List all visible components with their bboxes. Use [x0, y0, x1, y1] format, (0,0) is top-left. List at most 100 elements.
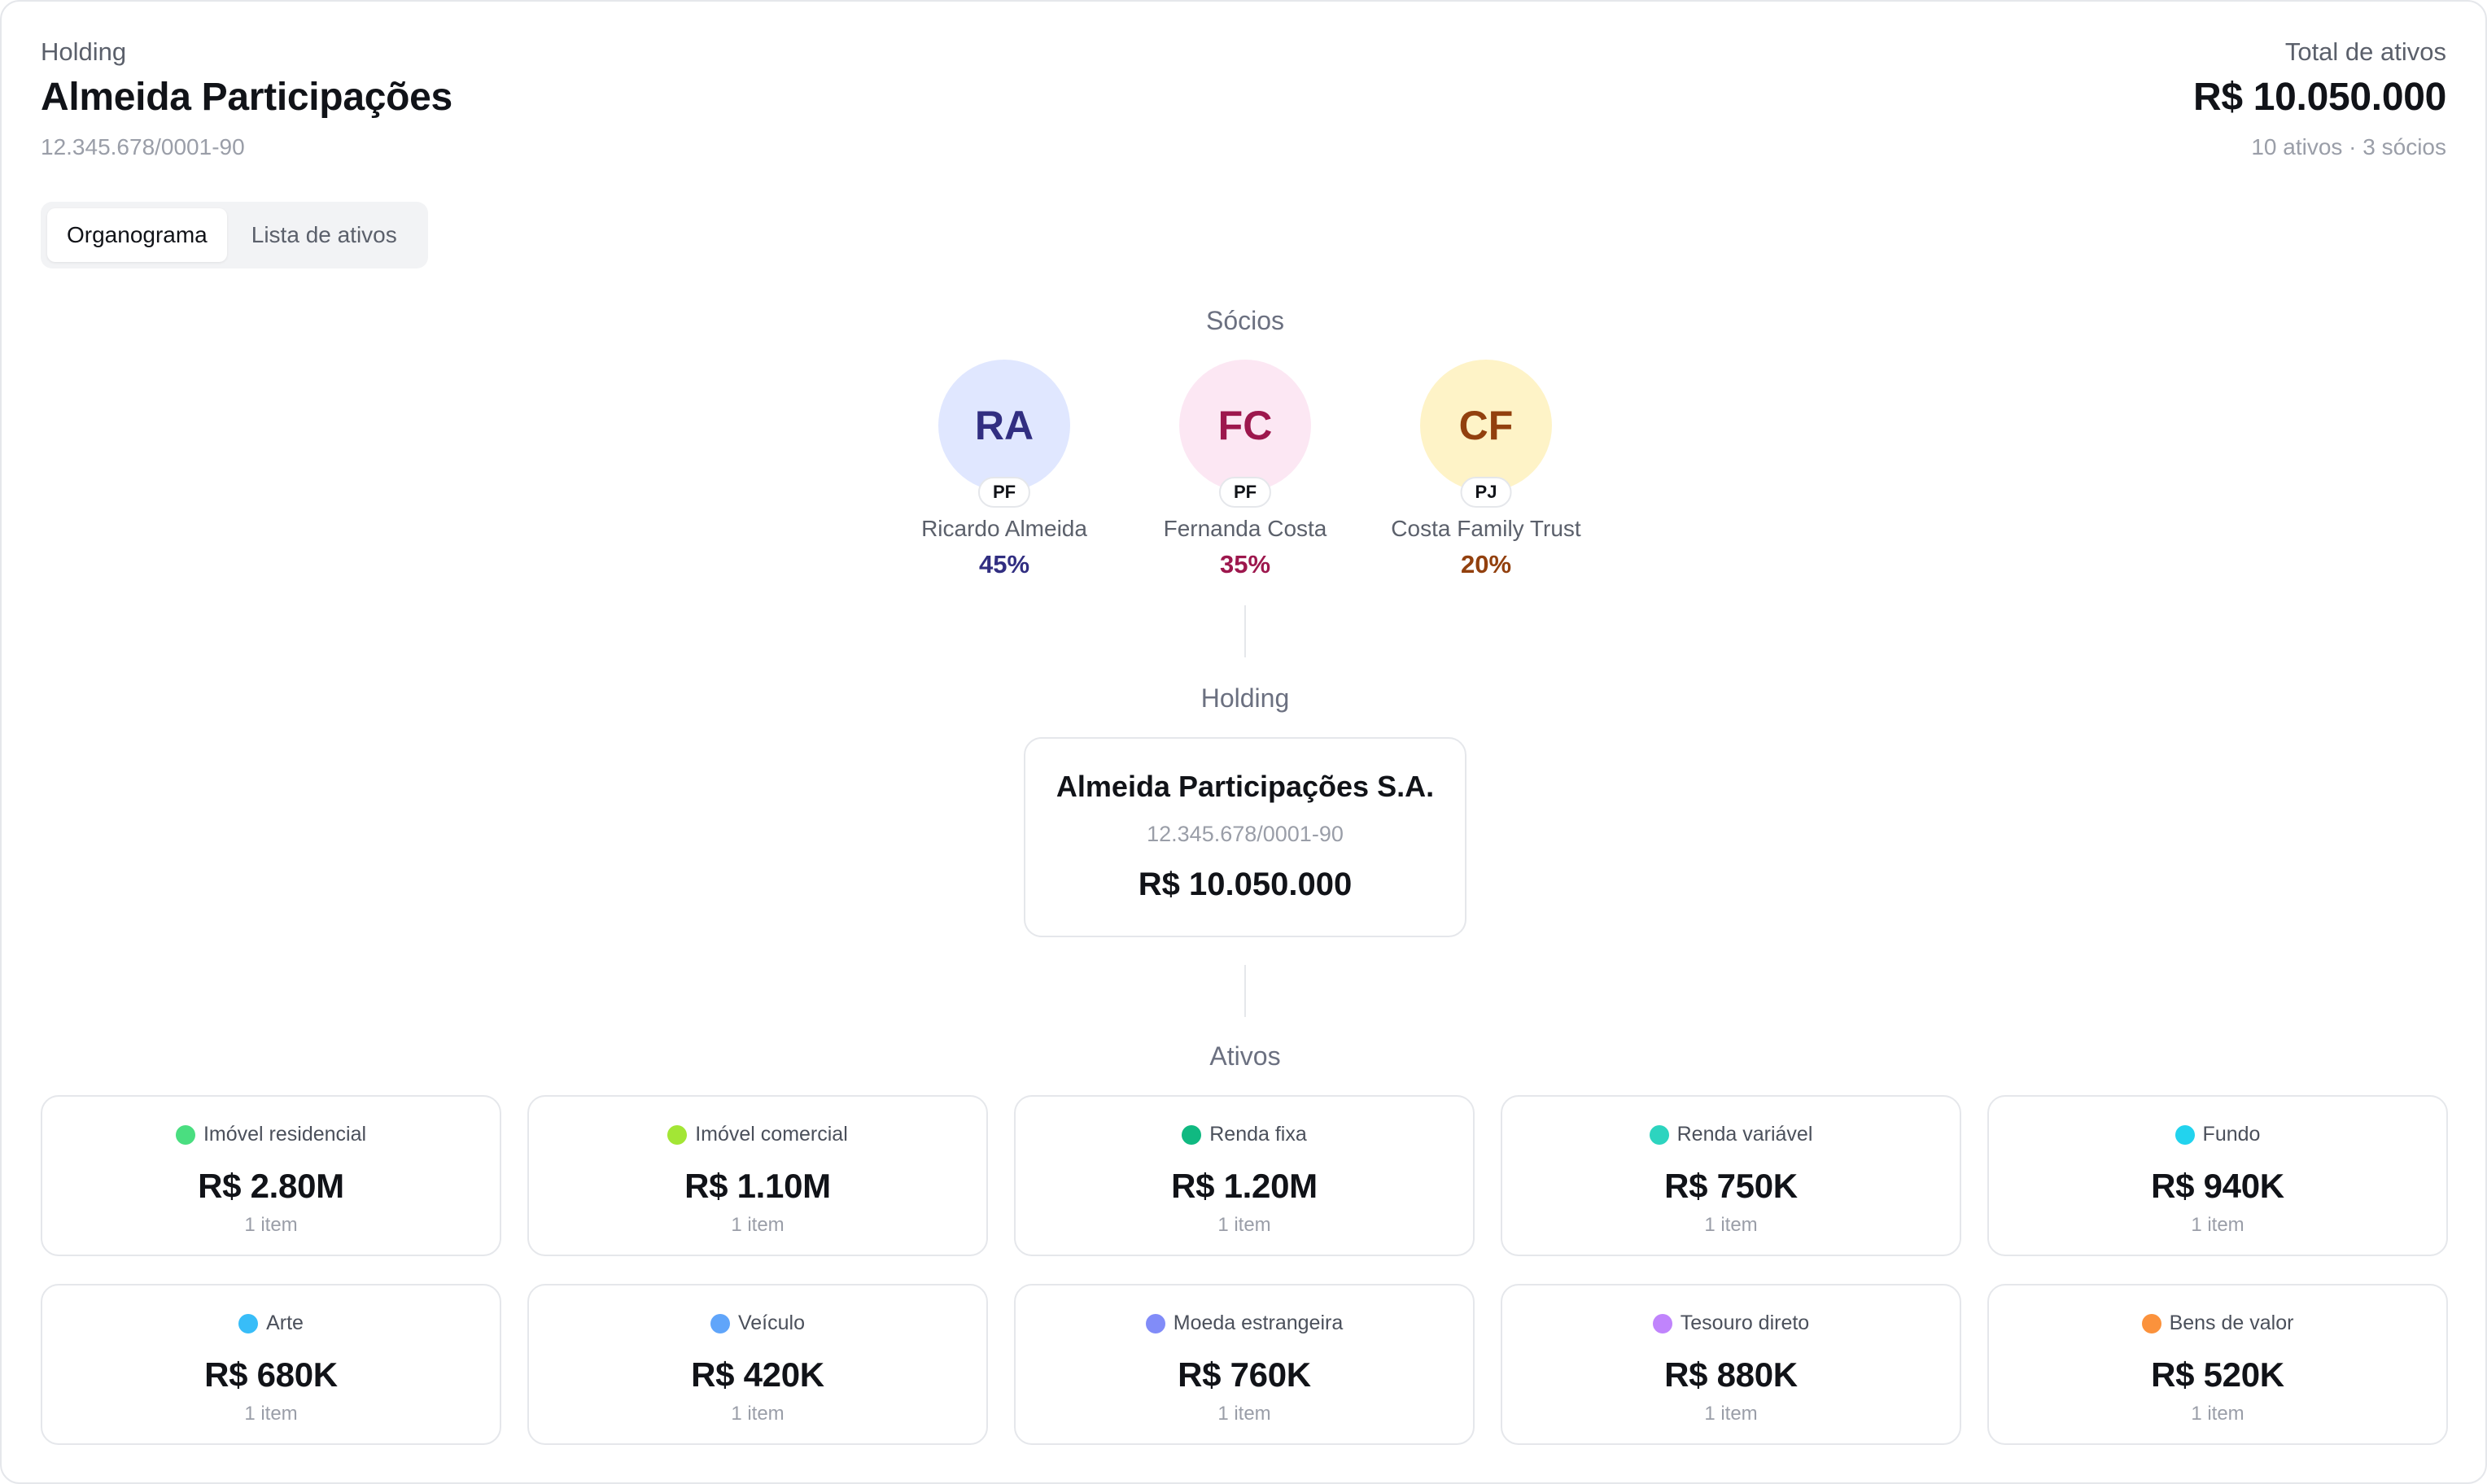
total-assets-summary: Total de ativos R$ 10.050.000 10 ativos …	[2193, 37, 2446, 160]
partner-type-badge: PF	[1218, 477, 1272, 508]
asset-category-label: Fundo	[2202, 1123, 2261, 1146]
assets-section-label: Ativos	[1209, 1041, 1281, 1071]
partner-type-badge: PF	[977, 477, 1031, 508]
asset-category: Fundo	[2174, 1123, 2261, 1146]
asset-category: Veículo	[710, 1312, 805, 1335]
asset-count: 1 item	[731, 1213, 785, 1236]
partner-costa-family-trust[interactable]: CF PJ Costa Family Trust 20%	[1364, 360, 1608, 579]
asset-count: 1 item	[731, 1402, 785, 1425]
asset-value: R$ 760K	[1178, 1355, 1311, 1394]
avatar: FC PF	[1179, 360, 1311, 508]
connector-line	[1244, 605, 1246, 657]
asset-count: 1 item	[244, 1402, 298, 1425]
asset-card[interactable]: Moeda estrangeira R$ 760K 1 item	[1014, 1284, 1475, 1445]
category-dot-icon	[1182, 1124, 1202, 1145]
partner-name: Costa Family Trust	[1391, 516, 1581, 541]
avatar-initials: RA	[974, 403, 1034, 448]
avatar: CF PJ	[1420, 360, 1552, 508]
partner-type-badge: PJ	[1460, 477, 1512, 508]
holding-document: 12.345.678/0001-90	[1147, 822, 1344, 846]
holding-value: R$ 10.050.000	[1138, 866, 1353, 902]
asset-value: R$ 1.20M	[1171, 1166, 1318, 1205]
asset-category-label: Arte	[266, 1312, 304, 1334]
category-dot-icon	[2174, 1124, 2195, 1145]
asset-category-label: Imóvel residencial	[203, 1123, 367, 1146]
category-dot-icon	[1649, 1124, 1669, 1145]
asset-count: 1 item	[244, 1213, 298, 1236]
category-dot-icon	[710, 1313, 730, 1333]
asset-count: 1 item	[1704, 1402, 1758, 1425]
partner-fernanda-costa[interactable]: FC PF Fernanda Costa 35%	[1123, 360, 1367, 579]
holding-card[interactable]: Almeida Participações S.A. 12.345.678/00…	[1024, 737, 1466, 937]
partner-share: 20%	[1460, 550, 1512, 578]
page-title: Almeida Participações	[41, 76, 452, 119]
asset-category: Imóvel residencial	[175, 1123, 367, 1146]
header-document: 12.345.678/0001-90	[41, 134, 245, 159]
asset-category: Arte	[238, 1312, 304, 1335]
partner-share: 45%	[978, 550, 1030, 578]
asset-count: 1 item	[1217, 1402, 1271, 1425]
asset-card[interactable]: Imóvel comercial R$ 1.10M 1 item	[527, 1095, 988, 1256]
asset-card[interactable]: Tesouro direto R$ 880K 1 item	[1501, 1284, 1961, 1445]
asset-category: Moeda estrangeira	[1145, 1312, 1344, 1335]
asset-category: Imóvel comercial	[667, 1123, 848, 1146]
asset-card[interactable]: Renda variável R$ 750K 1 item	[1501, 1095, 1961, 1256]
tab-lista-de-ativos[interactable]: Lista de ativos	[251, 222, 397, 247]
avatar-initials: FC	[1217, 403, 1273, 448]
asset-value: R$ 680K	[204, 1355, 338, 1394]
category-dot-icon	[238, 1313, 259, 1333]
asset-category: Renda variável	[1649, 1123, 1813, 1146]
category-dot-icon	[175, 1124, 195, 1145]
category-dot-icon	[1652, 1313, 1672, 1333]
asset-card[interactable]: Renda fixa R$ 1.20M 1 item	[1014, 1095, 1475, 1256]
asset-category-label: Imóvel comercial	[695, 1123, 848, 1146]
asset-card[interactable]: Bens de valor R$ 520K 1 item	[1987, 1284, 2448, 1445]
assets-partners-count: 10 ativos · 3 sócios	[2251, 134, 2446, 159]
asset-category-label: Renda fixa	[1209, 1123, 1307, 1146]
asset-card[interactable]: Veículo R$ 420K 1 item	[527, 1284, 988, 1445]
avatar: RA PF	[938, 360, 1070, 508]
category-dot-icon	[1145, 1313, 1165, 1333]
holding-name: Almeida Participações S.A.	[1056, 770, 1435, 803]
asset-value: R$ 750K	[1664, 1166, 1798, 1205]
asset-count: 1 item	[1704, 1213, 1758, 1236]
asset-category-label: Bens de valor	[2169, 1312, 2294, 1334]
asset-value: R$ 2.80M	[198, 1166, 344, 1205]
connector-line	[1244, 965, 1246, 1017]
partner-ricardo-almeida[interactable]: RA PF Ricardo Almeida 45%	[882, 360, 1126, 579]
asset-grid: Imóvel residencial R$ 2.80M 1 item Imóve…	[41, 1095, 2450, 1445]
asset-category-label: Renda variável	[1676, 1123, 1813, 1146]
asset-card[interactable]: Imóvel residencial R$ 2.80M 1 item	[41, 1095, 501, 1256]
view-tabs: Organograma Lista de ativos	[41, 202, 428, 268]
asset-category-label: Veículo	[737, 1312, 805, 1334]
tab-organograma[interactable]: Organograma	[47, 208, 227, 262]
asset-count: 1 item	[2191, 1402, 2244, 1425]
partner-name: Fernanda Costa	[1163, 516, 1327, 541]
total-assets-value: R$ 10.050.000	[2192, 76, 2446, 119]
asset-category-label: Tesouro direto	[1680, 1312, 1810, 1334]
asset-count: 1 item	[1217, 1213, 1271, 1236]
avatar-initials: CF	[1458, 403, 1514, 448]
asset-value: R$ 940K	[2151, 1166, 2284, 1205]
category-dot-icon	[667, 1124, 688, 1145]
asset-card[interactable]: Fundo R$ 940K 1 item	[1987, 1095, 2448, 1256]
asset-value: R$ 880K	[1664, 1355, 1798, 1394]
asset-value: R$ 1.10M	[684, 1166, 831, 1205]
asset-category: Tesouro direto	[1652, 1312, 1810, 1335]
holding-section-label: Holding	[1200, 683, 1290, 713]
asset-card[interactable]: Arte R$ 680K 1 item	[41, 1284, 501, 1445]
asset-category-label: Moeda estrangeira	[1173, 1312, 1344, 1334]
partners-section-label: Sócios	[1205, 306, 1285, 335]
asset-value: R$ 520K	[2151, 1355, 2284, 1394]
partner-share: 35%	[1219, 550, 1271, 578]
asset-value: R$ 420K	[691, 1355, 824, 1394]
asset-count: 1 item	[2191, 1213, 2244, 1236]
header-label: Holding	[41, 37, 127, 66]
partner-name: Ricardo Almeida	[921, 516, 1087, 541]
holding-header: Holding Almeida Participações 12.345.678…	[41, 37, 452, 160]
asset-category: Renda fixa	[1182, 1123, 1307, 1146]
asset-category: Bens de valor	[2141, 1312, 2294, 1335]
total-assets-label: Total de ativos	[2284, 37, 2446, 66]
category-dot-icon	[2141, 1313, 2161, 1333]
